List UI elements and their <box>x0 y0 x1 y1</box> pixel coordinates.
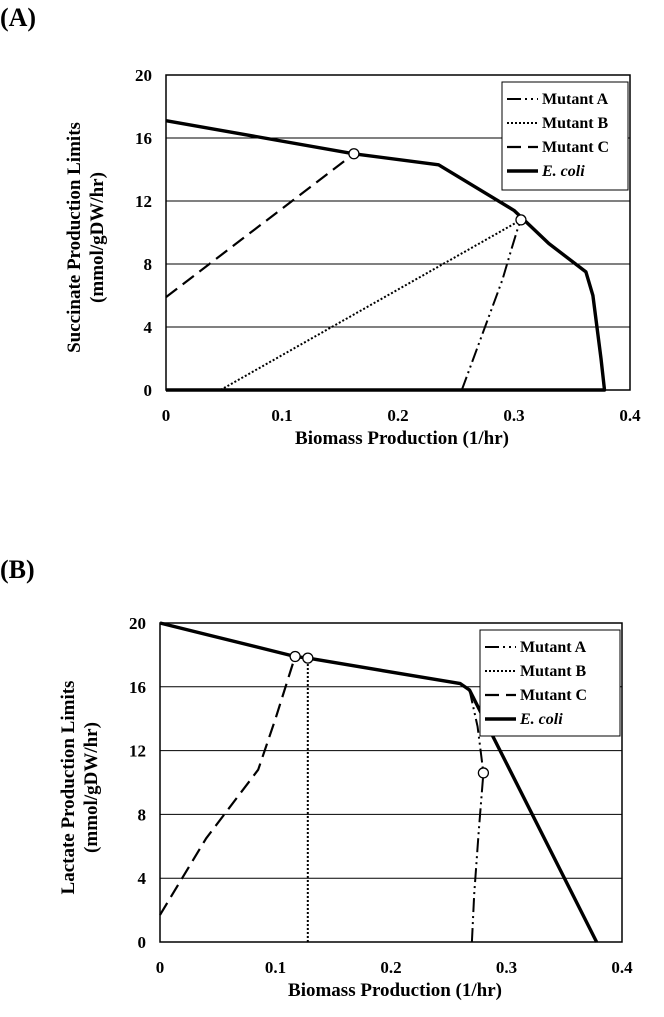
x-tick-labels: 0 0.1 0.2 0.3 0.4 <box>156 958 633 977</box>
series-line-mutant-a <box>468 689 485 943</box>
y-axis-title-line2: (mmol/gDW/hr) <box>81 722 102 853</box>
series-line-mutant-c <box>159 656 297 916</box>
chart-panel-b: (B) 0 4 8 12 16 20 0 0.1 0.2 0.3 0.4 Biomass Prod… <box>0 555 633 1001</box>
y-axis-title-line2: (mmol/gDW/hr) <box>87 172 108 303</box>
plot-area-frame <box>159 622 623 943</box>
x-tick-label: 0.3 <box>503 406 524 425</box>
x-tick-label: 0.1 <box>271 406 292 425</box>
x-tick-label: 0 <box>162 406 171 425</box>
series-layer <box>165 119 607 392</box>
y-tick-label: 4 <box>138 869 147 888</box>
y-tick-label: 8 <box>138 805 147 824</box>
x-axis-title: Biomass Production (1/hr) <box>295 428 509 449</box>
x-tick-label: 0.4 <box>611 958 633 977</box>
x-tick-label: 0.2 <box>387 406 408 425</box>
series-line-e-coli <box>165 119 607 392</box>
marker-layer <box>289 650 490 779</box>
y-axis-title-line1: Succinate Production Limits <box>64 122 85 353</box>
data-point-marker <box>477 767 490 779</box>
y-tick-label: 12 <box>129 742 146 761</box>
panel-label: (B) <box>0 555 35 584</box>
x-tick-labels: 0 0.1 0.2 0.3 0.4 <box>162 406 641 425</box>
x-tick-label: 0.1 <box>265 958 286 977</box>
y-tick-label: 0 <box>138 933 147 952</box>
x-tick-label: 0 <box>156 958 165 977</box>
x-tick-label: 0.3 <box>496 958 517 977</box>
y-tick-label: 4 <box>144 318 153 337</box>
legend-entry-label: Mutant B <box>520 663 587 680</box>
chart-panel-a: (A) 0 4 8 12 16 20 0 0.1 0.2 0.3 0.4 Biomass Prod… <box>0 3 641 449</box>
legend-entry-label: Mutant C <box>542 139 609 156</box>
y-tick-label: 16 <box>135 129 152 148</box>
y-tick-label: 12 <box>135 192 152 211</box>
data-point-marker <box>289 650 301 663</box>
data-point-marker <box>515 214 527 226</box>
legend-entry-label: Mutant A <box>542 91 609 108</box>
legend-entry-label: Mutant A <box>520 639 587 656</box>
legend: Mutant A Mutant B Mutant C E. coli <box>501 81 629 191</box>
legend-entry-label: E. coli <box>541 163 585 180</box>
y-tick-label: 0 <box>144 381 153 400</box>
y-tick-labels: 0 4 8 12 16 20 <box>129 614 147 952</box>
x-tick-label: 0.2 <box>380 958 401 977</box>
y-tick-labels: 0 4 8 12 16 20 <box>135 66 153 400</box>
series-line-mutant-a <box>460 219 522 391</box>
marker-layer <box>348 148 527 226</box>
data-point-marker <box>348 148 360 160</box>
legend-box <box>501 81 629 191</box>
data-point-marker <box>302 652 314 664</box>
y-tick-label: 20 <box>129 614 146 633</box>
y-tick-label: 20 <box>135 66 152 85</box>
y-tick-label: 8 <box>144 255 153 274</box>
series-line-mutant-b <box>220 219 522 391</box>
plot-area-frame <box>165 74 631 391</box>
legend: Mutant A Mutant B Mutant C E. coli <box>479 629 621 737</box>
y-tick-label: 16 <box>129 678 146 697</box>
legend-entry-label: E. coli <box>519 711 563 728</box>
legend-entry-label: Mutant B <box>542 115 609 132</box>
panel-label: (A) <box>0 3 36 32</box>
legend-entry-label: Mutant C <box>520 687 587 704</box>
y-axis-title-line1: Lactate Production Limits <box>58 681 79 895</box>
x-axis-title: Biomass Production (1/hr) <box>288 980 502 1001</box>
x-tick-label: 0.4 <box>619 406 641 425</box>
series-line-mutant-c <box>165 152 355 298</box>
